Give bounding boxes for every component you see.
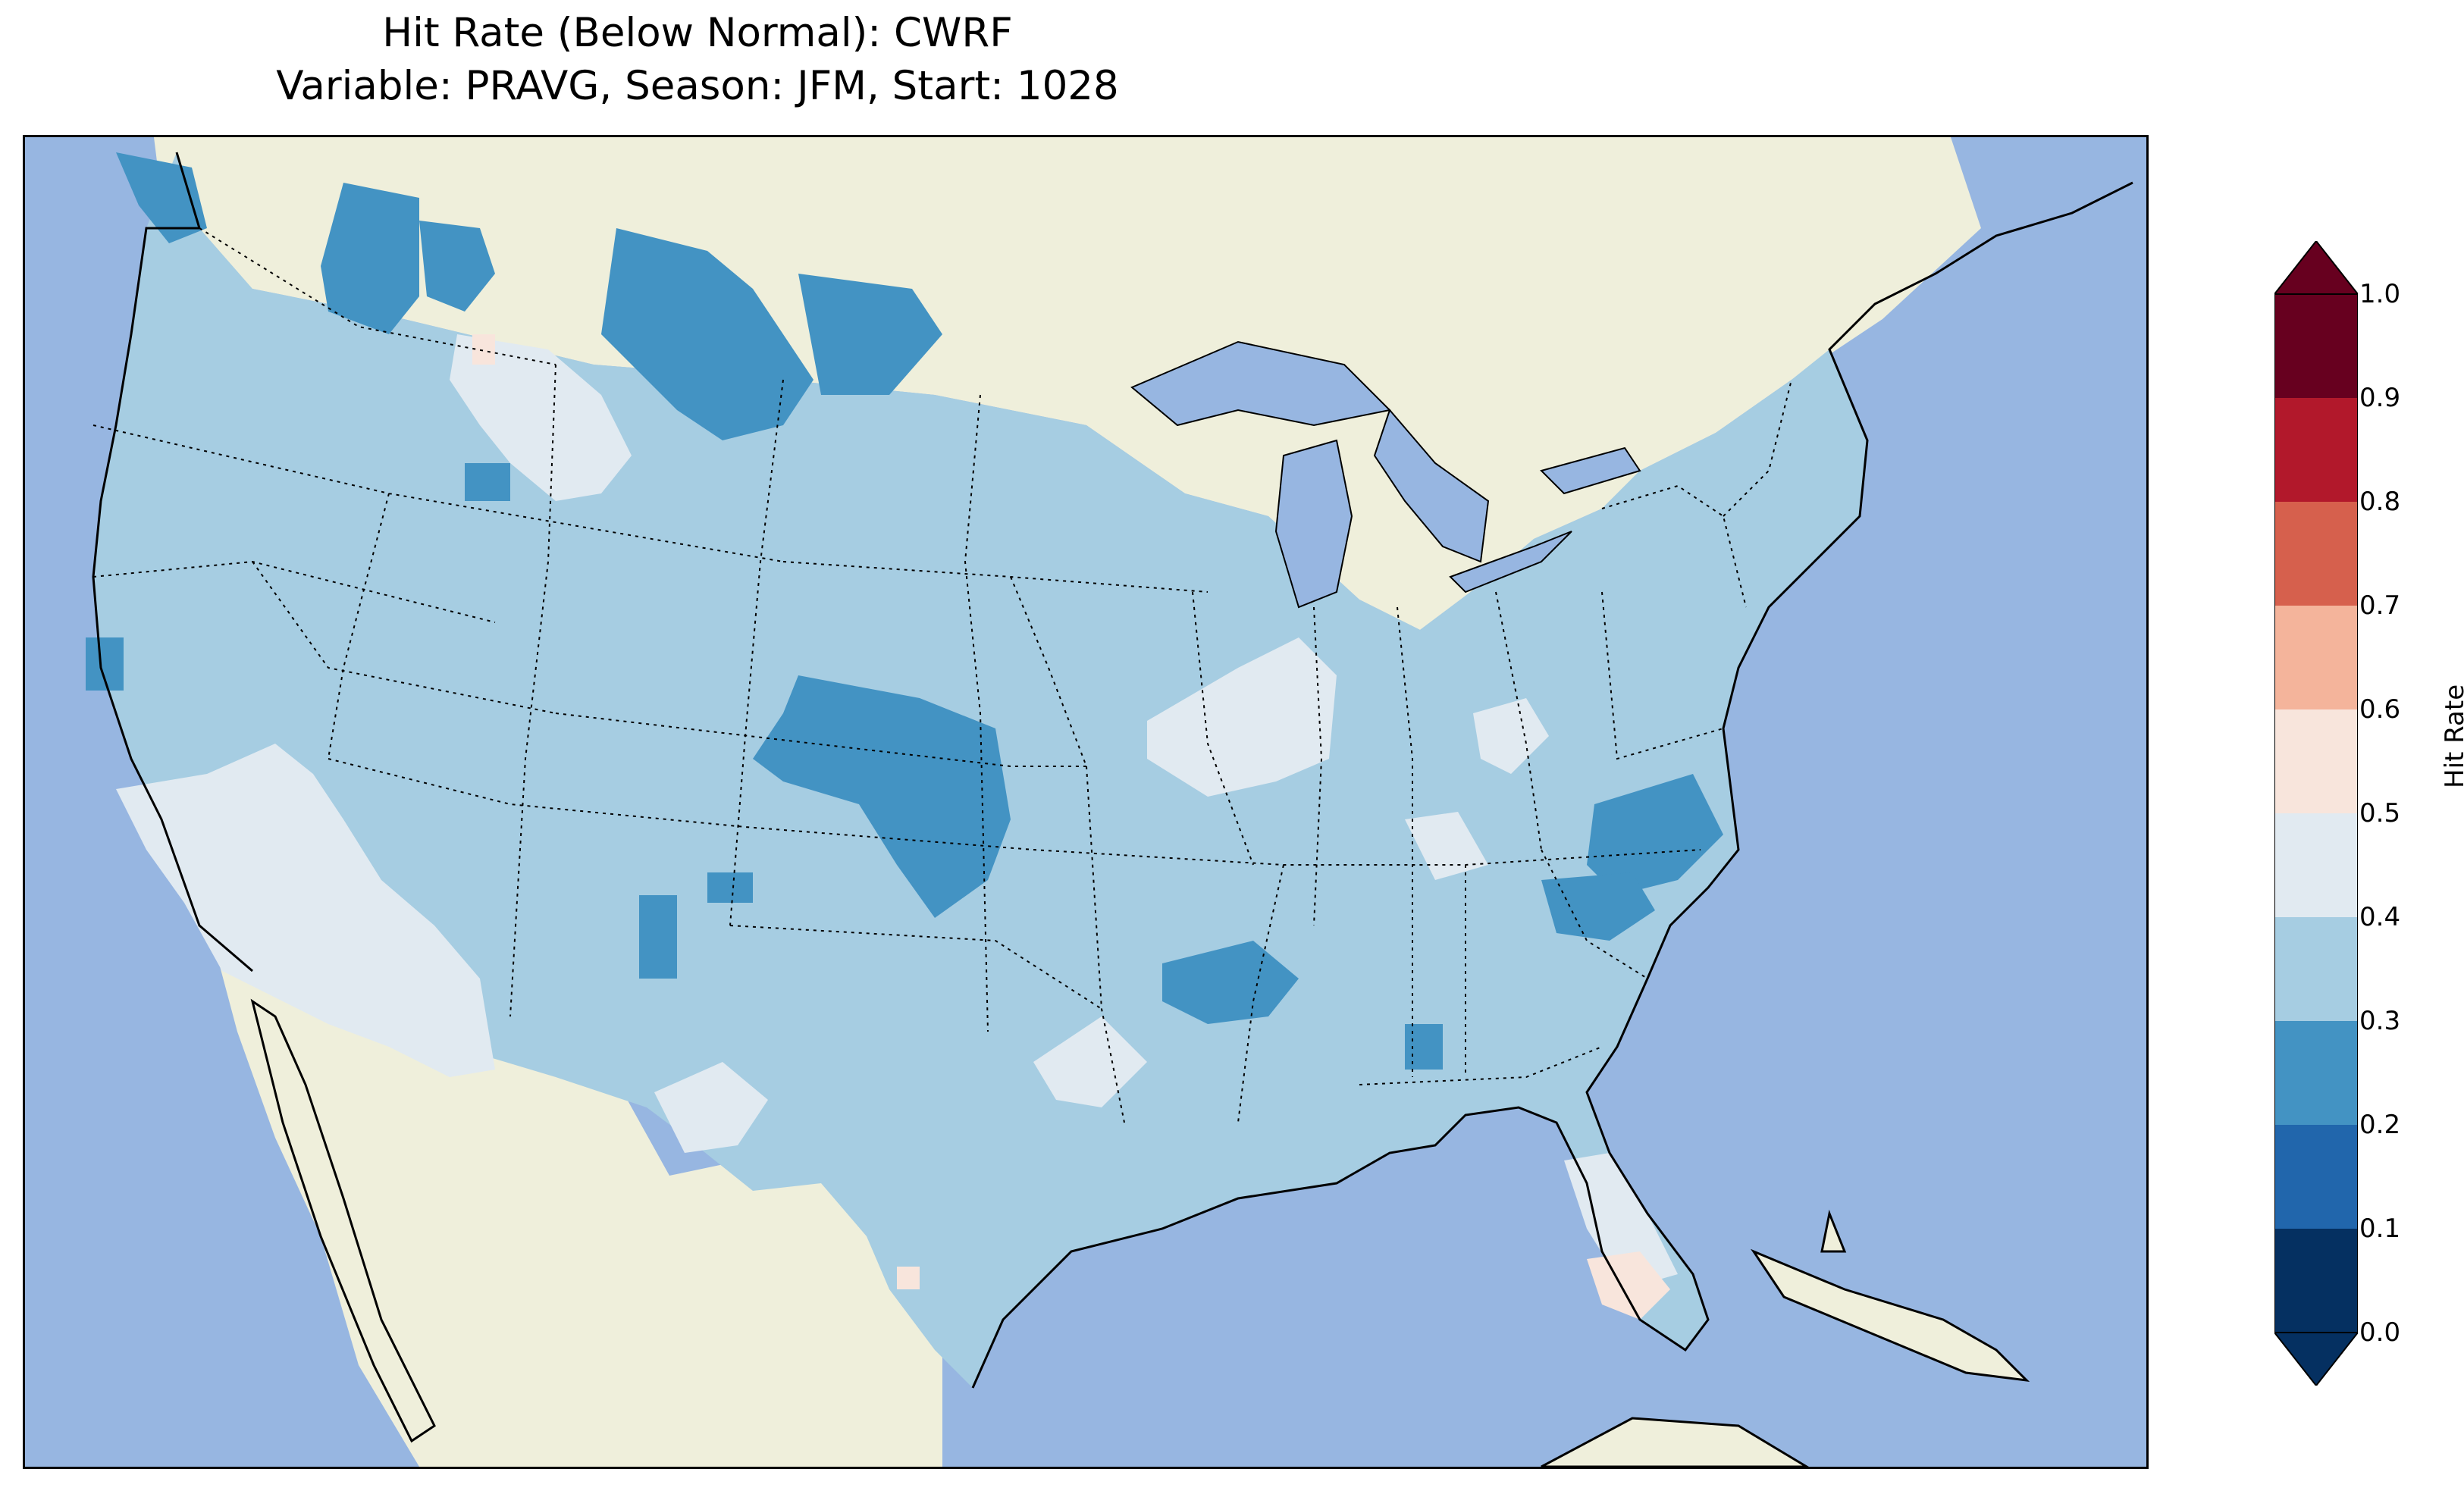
colorbar-tick-label: 0.0 bbox=[2359, 1317, 2401, 1348]
colorbar-tick-label: 0.1 bbox=[2359, 1214, 2401, 1244]
colorbar-bin bbox=[2274, 606, 2358, 709]
colorbar-tick-label: 0.9 bbox=[2359, 383, 2401, 413]
cuba-land bbox=[1751, 1248, 2030, 1383]
colorbar-bin bbox=[2274, 917, 2358, 1021]
yucatan-land bbox=[1541, 1417, 1809, 1467]
colorbar-tick-label: 0.6 bbox=[2359, 694, 2401, 725]
state-borders bbox=[92, 227, 1792, 1123]
colorbar-tick-label: 0.7 bbox=[2359, 590, 2401, 621]
colorbar-bin bbox=[2274, 709, 2358, 813]
colorbar bbox=[2274, 241, 2358, 1386]
colorbar-tick-label: 0.5 bbox=[2359, 798, 2401, 828]
canada-land bbox=[154, 137, 1981, 630]
colorbar-bin bbox=[2274, 813, 2358, 917]
colorbar-tick-label: 0.3 bbox=[2359, 1006, 2401, 1036]
colorbar-tick-label: 0.4 bbox=[2359, 902, 2401, 932]
bahamas-land bbox=[1820, 1209, 1847, 1253]
colorbar-bin bbox=[2274, 1021, 2358, 1125]
colorbar-bin bbox=[2274, 1229, 2358, 1333]
colorbar-tick-label: 0.8 bbox=[2359, 487, 2401, 517]
hit-rate-0.2-0.3-zones bbox=[86, 152, 1723, 1070]
map-panel bbox=[23, 135, 2149, 1469]
colorbar-bin bbox=[2274, 1125, 2358, 1229]
colorbar-bin bbox=[2274, 398, 2358, 502]
colorbar-label: Hit Rate bbox=[2440, 684, 2464, 788]
great-lakes bbox=[1130, 340, 1641, 609]
colorbar-tick-label: 0.2 bbox=[2359, 1110, 2401, 1140]
colorbar-bin bbox=[2274, 294, 2358, 398]
colorbar-bin bbox=[2274, 502, 2358, 606]
map-subtitle: Variable: PRAVG, Season: JFM, Start: 102… bbox=[276, 63, 1119, 109]
colorbar-tick-label: 1.0 bbox=[2359, 279, 2401, 309]
colorbar-max-extension bbox=[2274, 241, 2358, 295]
baja-peninsula bbox=[250, 998, 436, 1443]
mexico-land bbox=[207, 918, 965, 1467]
hit-rate-0.5-0.6-zones bbox=[472, 334, 1670, 1320]
map-title: Hit Rate (Below Normal): CWRF bbox=[382, 10, 1013, 56]
hit-rate-0.4-0.5-zones bbox=[116, 334, 1678, 1289]
colorbar-min-extension bbox=[2274, 1332, 2358, 1386]
coastline bbox=[92, 152, 2133, 1389]
